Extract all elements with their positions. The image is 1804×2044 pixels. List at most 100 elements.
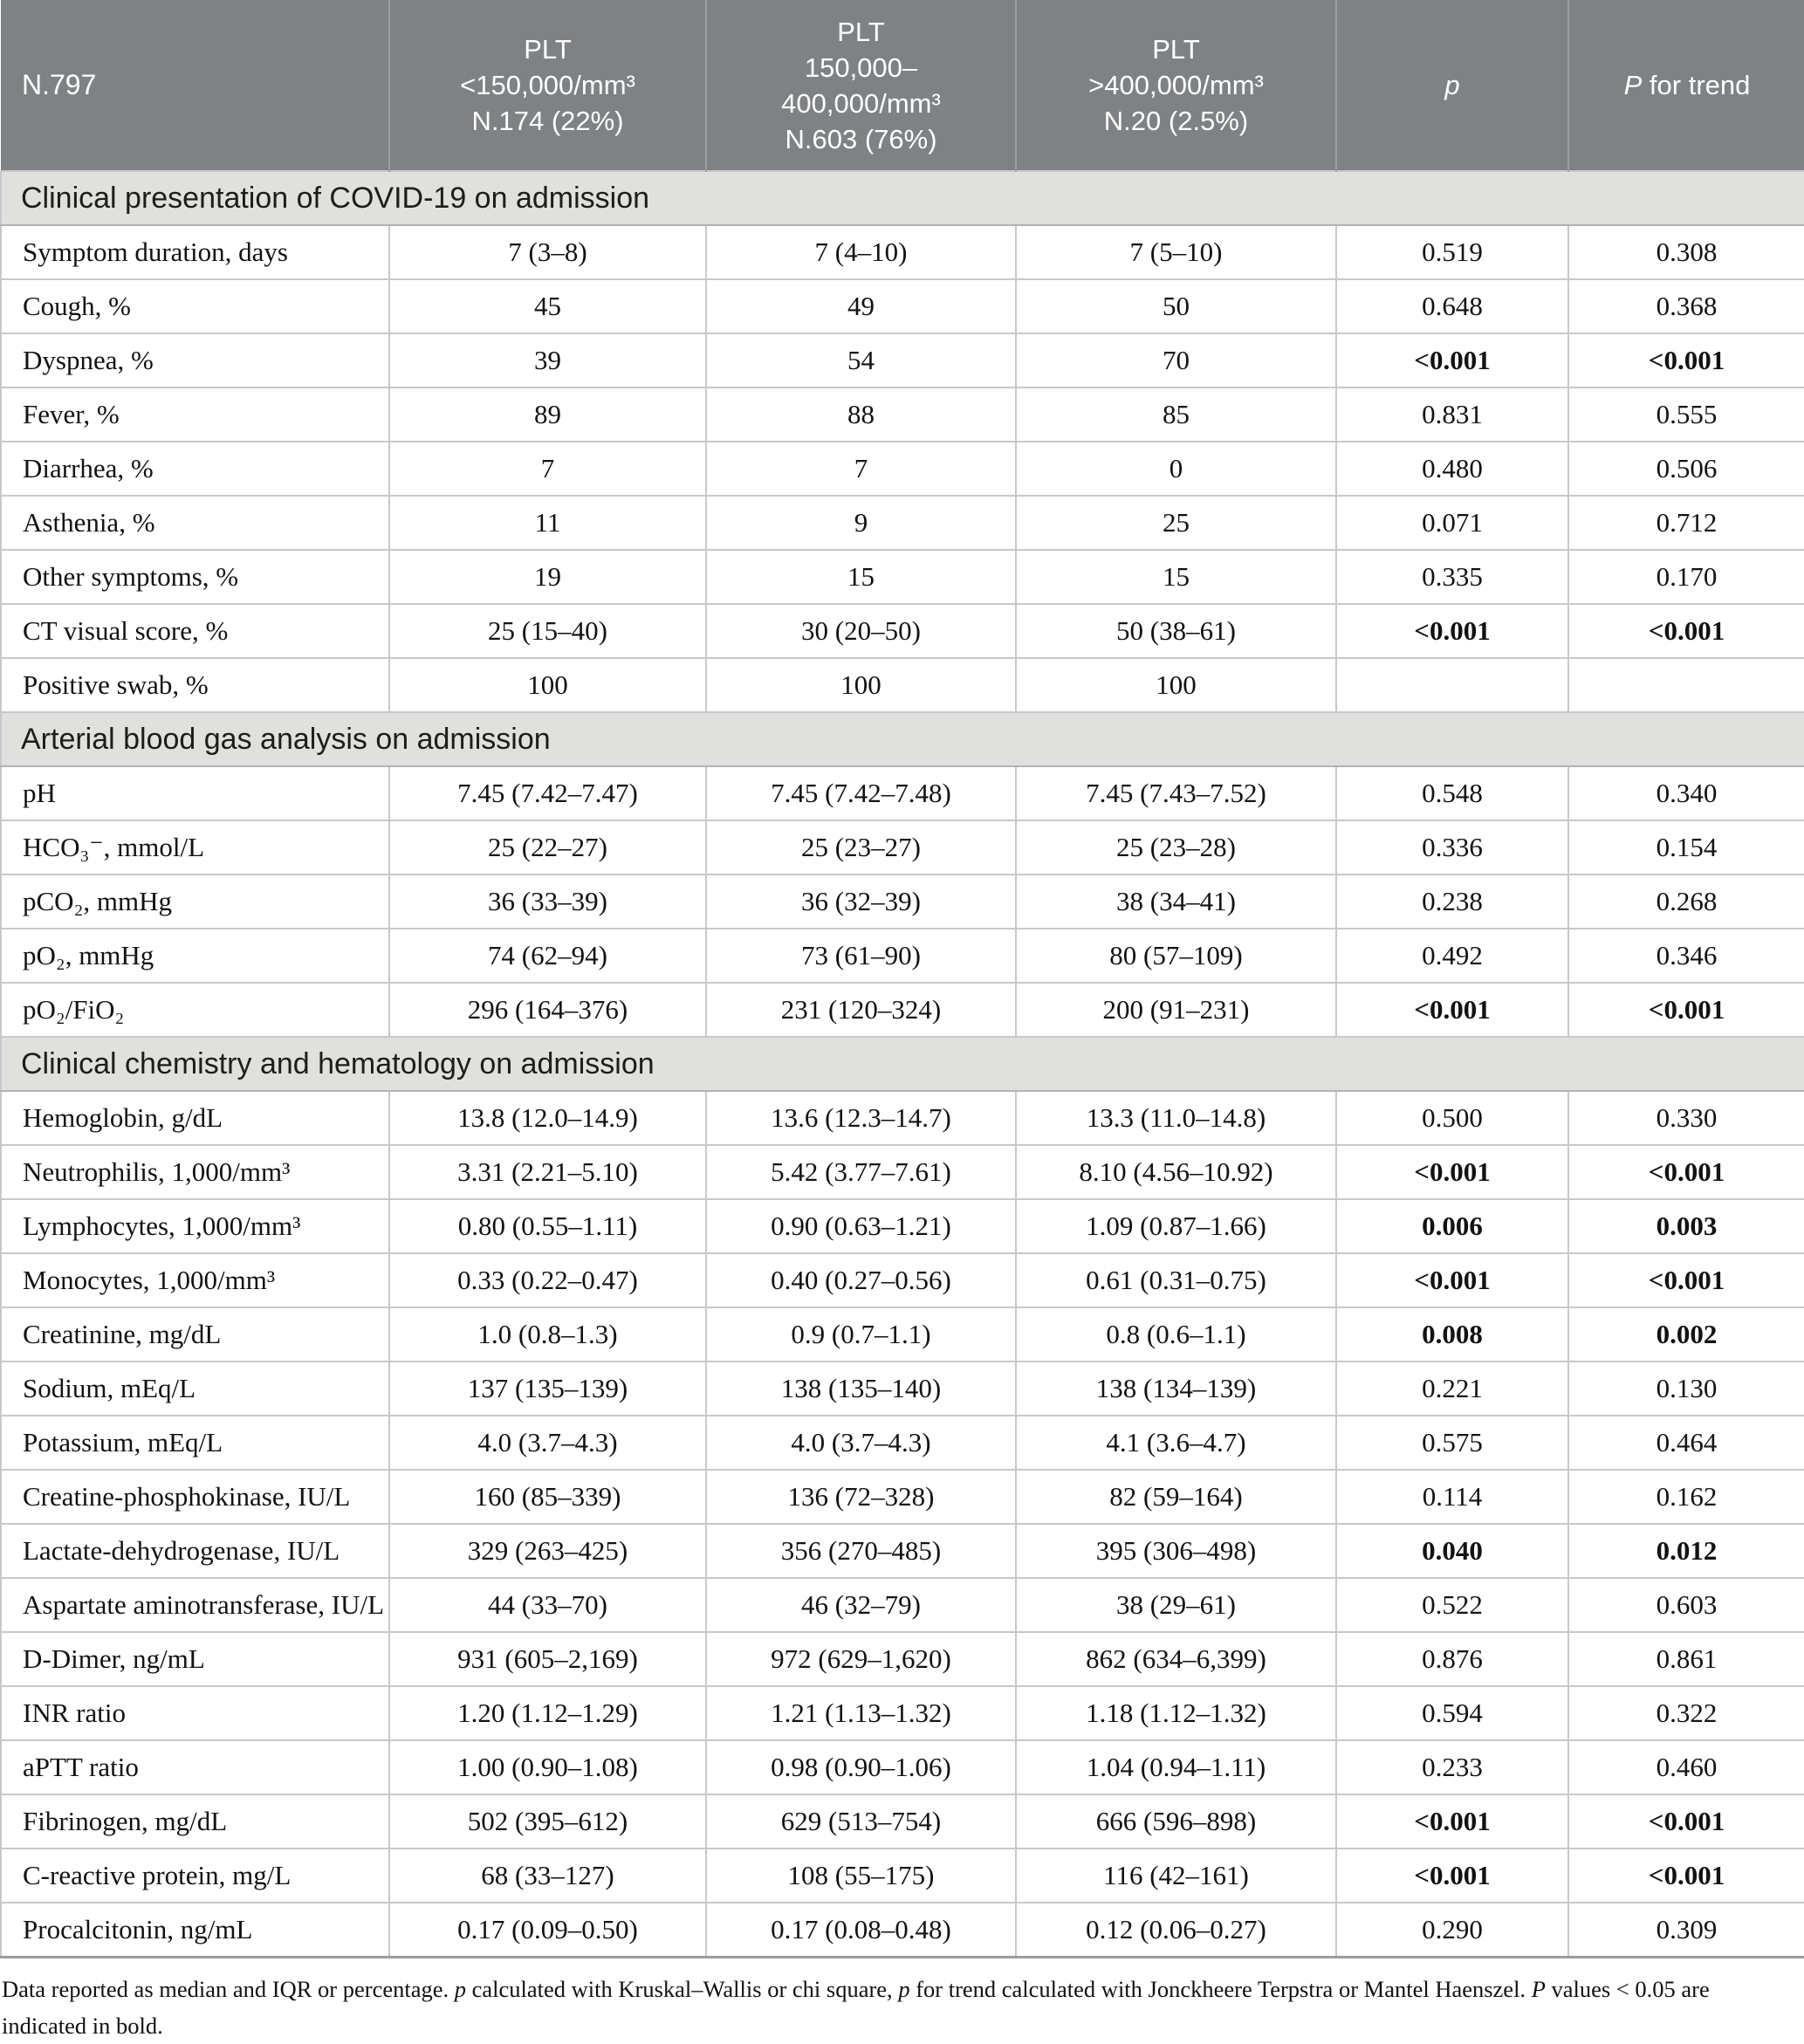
value-cell: 1.00 (0.90–1.08) <box>388 1739 707 1795</box>
p-value-cell: 0.500 <box>1335 1090 1569 1146</box>
table-row: Fever, % 89 88 85 0.831 0.555 <box>0 387 1804 442</box>
value-cell: 0.9 (0.7–1.1) <box>705 1307 1017 1362</box>
value-cell: 13.8 (12.0–14.9) <box>388 1090 707 1146</box>
value-cell: 138 (134–139) <box>1015 1361 1337 1416</box>
table-row: pCO₂, mmHg 36 (33–39) 36 (32–39) 38 (34–41)… <box>0 874 1804 929</box>
value-cell: 4.1 (3.6–4.7) <box>1015 1415 1337 1471</box>
table-row: Other symptoms, % 19 15 15 0.335 0.170 <box>0 549 1804 605</box>
p-trend-cell: 0.460 <box>1567 1739 1804 1795</box>
value-cell: 629 (513–754) <box>705 1794 1017 1849</box>
p-value-cell: 0.238 <box>1335 874 1569 929</box>
p-value-cell: 0.335 <box>1335 549 1569 605</box>
p-trend-cell: 0.003 <box>1567 1198 1804 1254</box>
p-trend-cell: 0.861 <box>1567 1631 1804 1687</box>
p-trend-cell: 0.555 <box>1567 387 1804 442</box>
value-cell: 7.45 (7.43–7.52) <box>1015 765 1337 821</box>
table-row: D-Dimer, ng/mL 931 (605–2,169) 972 (629–1,… <box>0 1631 1804 1687</box>
p-trend-label-italic: P <box>1623 70 1643 100</box>
value-cell: 7 (3–8) <box>388 224 707 280</box>
table-row: HCO₃⁻, mmol/L 25 (22–27) 25 (23–27) 25 (23–… <box>0 820 1804 875</box>
p-value-cell: 0.522 <box>1335 1577 1569 1633</box>
table-row: INR ratio 1.20 (1.12–1.29) 1.21 (1.13–1.32… <box>0 1685 1804 1741</box>
value-cell: 88 <box>705 387 1017 442</box>
value-cell: 46 (32–79) <box>705 1577 1017 1633</box>
row-label: Fibrinogen, mg/dL <box>0 1794 390 1849</box>
value-cell: 160 (85–339) <box>388 1469 707 1525</box>
p-trend-cell: 0.330 <box>1567 1090 1804 1146</box>
row-label: Hemoglobin, g/dL <box>0 1090 390 1146</box>
p-value-cell: 0.548 <box>1335 765 1569 821</box>
value-cell: 85 <box>1015 387 1337 442</box>
header-total-n: N.797 <box>1 0 389 171</box>
p-trend-cell: 0.346 <box>1567 928 1804 984</box>
row-label: Asthenia, % <box>0 495 390 551</box>
p-trend-cell: 0.309 <box>1567 1902 1804 1958</box>
p-trend-label-rest: for trend <box>1642 70 1751 100</box>
p-value-cell: 0.040 <box>1335 1523 1569 1579</box>
value-cell: 502 (395–612) <box>388 1794 707 1849</box>
row-label: pH <box>0 765 390 821</box>
footnote-text: values < 0.05 are indicated in bold. <box>2 1975 1710 2039</box>
row-label: C-reactive protein, mg/L <box>0 1848 390 1903</box>
header-line-plt-mid: 150,000– <box>804 51 918 83</box>
value-cell: 972 (629–1,620) <box>705 1631 1017 1687</box>
p-trend-cell: 0.603 <box>1567 1577 1804 1633</box>
p-value-cell: <0.001 <box>1335 603 1569 659</box>
table-row: Aspartate aminotransferase, IU/L 44 (33–7… <box>0 1577 1804 1633</box>
value-cell: 395 (306–498) <box>1015 1523 1337 1579</box>
value-cell: 1.04 (0.94–1.11) <box>1015 1739 1337 1795</box>
p-value-cell: 0.594 <box>1335 1685 1569 1741</box>
row-label: Neutrophilis, 1,000/mm³ <box>0 1144 390 1200</box>
value-cell: 9 <box>705 495 1017 551</box>
table-row: Sodium, mEq/L 137 (135–139) 138 (135–140) 1… <box>0 1361 1804 1416</box>
row-label: Aspartate aminotransferase, IU/L <box>0 1577 390 1633</box>
row-label: Other symptoms, % <box>0 549 390 605</box>
value-cell: 36 (33–39) <box>388 874 707 929</box>
value-cell: 231 (120–324) <box>705 982 1017 1038</box>
header-plt-mid-group: PLT 150,000– 400,000/mm³ N.603 (76%) <box>705 0 1016 171</box>
p-trend-cell: <0.001 <box>1567 1252 1804 1308</box>
value-cell: 329 (263–425) <box>388 1523 707 1579</box>
row-label: pO₂/FiO₂ <box>0 982 390 1038</box>
table-row: Symptom duration, days 7 (3–8) 7 (4–10) 7 (… <box>0 224 1804 280</box>
value-cell: 116 (42–161) <box>1015 1848 1337 1903</box>
p-value-cell: 0.290 <box>1335 1902 1569 1958</box>
row-label: Positive swab, % <box>0 657 390 713</box>
p-value-cell: 0.519 <box>1335 224 1569 280</box>
p-trend-cell: 0.368 <box>1567 278 1804 334</box>
footnote-text: calculated with Kruskal–Wallis or chi sq… <box>465 1975 899 2002</box>
header-line-plt-high: >400,000/mm³ <box>1088 70 1264 100</box>
table-row: aPTT ratio 1.00 (0.90–1.08) 0.98 (0.90–1.0… <box>0 1739 1804 1795</box>
p-value-cell: 0.006 <box>1335 1198 1569 1254</box>
value-cell: 8.10 (4.56–10.92) <box>1015 1144 1337 1200</box>
row-label: Creatinine, mg/dL <box>0 1307 390 1362</box>
value-cell: 13.6 (12.3–14.7) <box>705 1090 1017 1146</box>
value-cell: 108 (55–175) <box>705 1848 1017 1903</box>
p-value-cell: 0.575 <box>1335 1415 1569 1471</box>
value-cell: 30 (20–50) <box>705 603 1017 659</box>
p-trend-cell: 0.506 <box>1567 441 1804 497</box>
value-cell: 7 <box>705 441 1017 497</box>
row-label: Lactate-dehydrogenase, IU/L <box>0 1523 390 1579</box>
header-line-plt-low: PLT <box>524 34 572 65</box>
value-cell: 0.98 (0.90–1.06) <box>705 1739 1017 1795</box>
value-cell: 862 (634–6,399) <box>1015 1631 1337 1687</box>
header-p-value: p <box>1335 0 1568 171</box>
p-trend-cell: <0.001 <box>1567 1794 1804 1849</box>
p-trend-cell: 0.464 <box>1567 1415 1804 1471</box>
row-label: Dyspnea, % <box>0 333 390 388</box>
table-row: Hemoglobin, g/dL 13.8 (12.0–14.9) 13.6 (12… <box>0 1090 1804 1146</box>
value-cell: 25 (23–28) <box>1015 820 1337 875</box>
p-value-cell: 0.492 <box>1335 928 1569 984</box>
value-cell: 1.09 (0.87–1.66) <box>1015 1198 1337 1254</box>
header-line-plt-low: <150,000/mm³ <box>460 70 635 100</box>
p-trend-cell: <0.001 <box>1567 603 1804 659</box>
value-cell: 4.0 (3.7–4.3) <box>388 1415 707 1471</box>
table-row: pO₂, mmHg 74 (62–94) 73 (61–90) 80 (57–109)… <box>0 928 1804 984</box>
value-cell: 138 (135–140) <box>705 1361 1017 1416</box>
p-value-cell: 0.648 <box>1335 278 1569 334</box>
table-footnote: Data reported as median and IQR or perce… <box>0 1958 1804 2044</box>
p-trend-cell: 0.130 <box>1567 1361 1804 1416</box>
table-row: Creatine-phosphokinase, IU/L 160 (85–339)… <box>0 1469 1804 1525</box>
